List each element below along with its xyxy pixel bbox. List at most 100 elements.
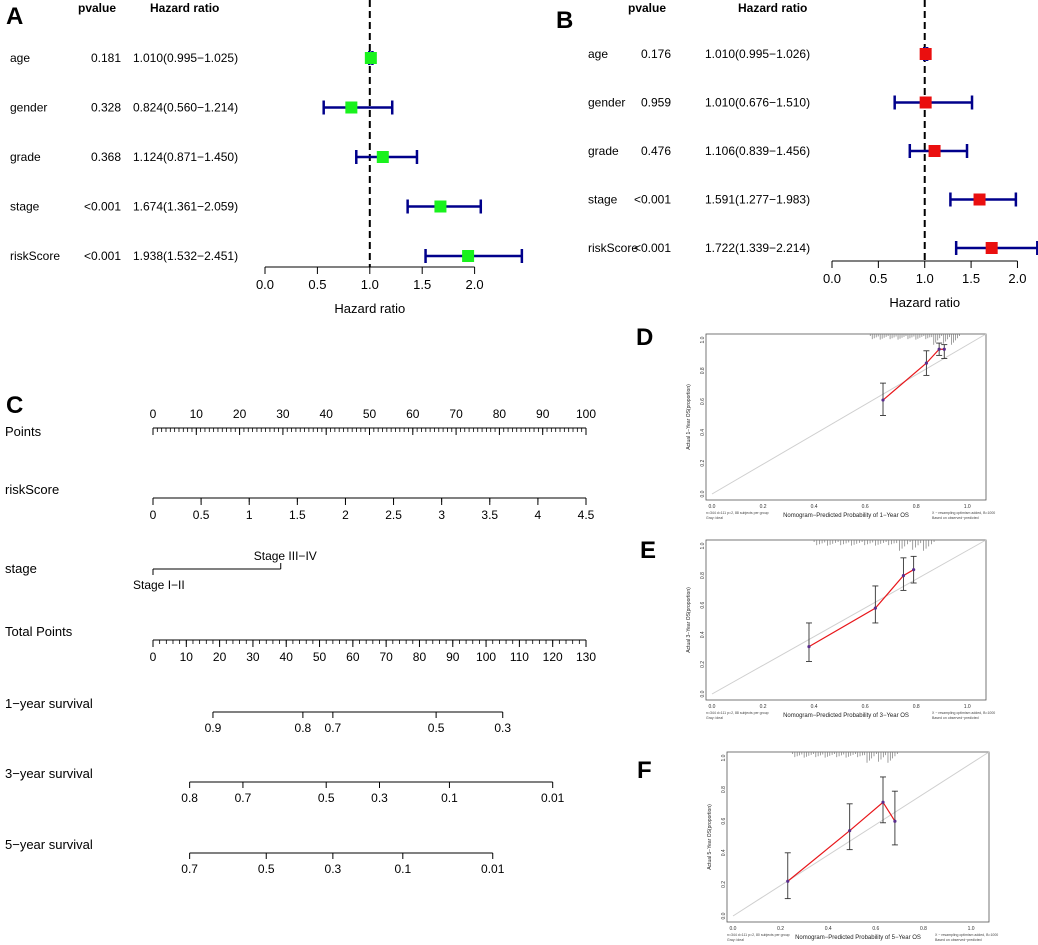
- hr-point: [364, 52, 377, 64]
- x-tick-label: 1.5: [413, 277, 431, 292]
- y-axis-label: Actual 1−Year OS(proportion): [686, 384, 692, 450]
- tick-label: 40: [320, 407, 334, 421]
- calibration-plot-d: 0.0 0.2 0.4 0.6 0.8 1.0 0.0 0.2 0.4 0.6 0.8 1.0 Nomo…: [686, 333, 995, 520]
- panel-label-b: B: [556, 7, 573, 34]
- tick-label: 80: [493, 407, 507, 421]
- calibration-line: [882, 348, 945, 401]
- tick-label: 1: [246, 508, 253, 522]
- y-tick-label: 1.0: [721, 754, 727, 761]
- x-tick-label: 0.8: [920, 926, 927, 932]
- survival-tick-label: 0.8: [181, 791, 198, 805]
- row-pvalue: <0.001: [634, 193, 671, 207]
- calibration-line: [808, 569, 914, 648]
- row-hr-text: 1.674(1.361−2.059): [133, 200, 238, 214]
- row-label: riskScore: [10, 249, 60, 263]
- x-tick-label: 0.0: [709, 704, 716, 710]
- note-right: X − resampling optimism added, B=1000: [935, 933, 998, 937]
- note-right: X − resampling optimism added, B=1000: [932, 511, 995, 515]
- scale-label: riskScore: [5, 482, 59, 497]
- tick-label: 3: [438, 508, 445, 522]
- x-tick-label: 1.0: [361, 277, 379, 292]
- tick-label: 90: [536, 407, 550, 421]
- row-hr-text: 1.124(0.871−1.450): [133, 150, 238, 164]
- y-tick-label: 0.8: [700, 367, 706, 374]
- calibration-point: [881, 398, 885, 402]
- y-tick-label: 0.4: [721, 849, 727, 856]
- panel-label-e: E: [640, 537, 656, 564]
- x-tick-label: 0.5: [869, 271, 887, 286]
- hr-point: [919, 96, 932, 109]
- calibration-point: [893, 819, 897, 823]
- calibration-point: [786, 879, 790, 883]
- tick-label: 120: [543, 650, 563, 664]
- row-label: grade: [588, 144, 619, 158]
- x-tick-label: 0.0: [823, 271, 841, 286]
- x-axis-label: Hazard ratio: [334, 301, 405, 316]
- scale-label: stage: [5, 561, 37, 576]
- tick-label: 100: [576, 407, 596, 421]
- tick-label: 110: [510, 650, 529, 664]
- row-label: age: [588, 47, 608, 61]
- tick-label: 4.5: [578, 508, 595, 522]
- tick-label: 90: [446, 650, 460, 664]
- note-left: n=344 d=111 p=2, 88 subjects per group: [706, 511, 769, 515]
- panel-label-c: C: [6, 392, 23, 419]
- x-tick-label: 0.8: [913, 504, 920, 510]
- x-tick-label: 0.8: [913, 704, 920, 710]
- y-axis-label: Actual 3−Year OS(proportion): [686, 587, 692, 653]
- tick-label: 20: [213, 650, 227, 664]
- tick-label: 50: [313, 650, 327, 664]
- calibration-point: [807, 645, 811, 649]
- header-pvalue: pvalue: [628, 1, 666, 15]
- note-left: Gray: ideal: [706, 716, 723, 720]
- tick-label: 1.5: [289, 508, 306, 522]
- survival-tick-label: 0.01: [541, 791, 565, 805]
- survival-tick-label: 0.7: [235, 791, 252, 805]
- survival-tick-label: 0.3: [325, 862, 342, 876]
- header-pvalue: pvalue: [78, 1, 116, 15]
- calibration-point: [901, 574, 906, 578]
- forest-plot-a: pvalue Hazard ratio age 0.181 1.010(0.995−1.…: [10, 0, 524, 316]
- row-label: riskScore: [588, 241, 638, 255]
- ideal-line: [711, 333, 987, 495]
- tick-label: 4: [535, 508, 542, 522]
- tick-label: 10: [190, 407, 204, 421]
- tick-label: 50: [363, 407, 377, 421]
- note-right: Based on observed−predicted: [932, 716, 979, 720]
- hr-point: [376, 151, 389, 163]
- tick-label: 0.5: [193, 508, 210, 522]
- note-left: Gray: ideal: [706, 516, 723, 520]
- y-tick-label: 1.0: [700, 336, 706, 343]
- tick-label: 30: [246, 650, 260, 664]
- x-tick-label: 1.0: [964, 504, 971, 510]
- calibration-point: [848, 829, 852, 833]
- tick-label: 60: [346, 650, 360, 664]
- calibration-point: [937, 347, 941, 351]
- hr-point: [462, 250, 475, 262]
- row-label: gender: [588, 96, 625, 110]
- y-tick-label: 0.0: [700, 490, 706, 497]
- tick-label: 100: [476, 650, 496, 664]
- x-tick-label: 0.4: [811, 704, 818, 710]
- y-tick-label: 0.2: [721, 881, 727, 888]
- x-tick-label: 0.2: [760, 504, 767, 510]
- calibration-line: [787, 801, 896, 882]
- row-hr-text: 1.722(1.339−2.214): [705, 241, 810, 255]
- tick-label: 2: [342, 508, 349, 522]
- survival-tick-label: 0.7: [181, 862, 198, 876]
- row-label: gender: [10, 101, 47, 115]
- scale-label: 5−year survival: [5, 837, 93, 852]
- x-tick-label: 0.0: [730, 926, 737, 932]
- calibration-point: [873, 606, 877, 610]
- tick-label: 0: [150, 650, 157, 664]
- x-tick-label: 1.0: [916, 271, 934, 286]
- tick-label: 60: [406, 407, 420, 421]
- row-pvalue: 0.176: [641, 47, 671, 61]
- survival-tick-label: 0.01: [481, 862, 505, 876]
- note-right: X − resampling optimism added, B=1000: [932, 711, 995, 715]
- panel-label-f: F: [637, 757, 652, 784]
- x-tick-label: 0.0: [256, 277, 274, 292]
- row-pvalue: 0.368: [91, 150, 121, 164]
- tick-label: 3.5: [481, 508, 498, 522]
